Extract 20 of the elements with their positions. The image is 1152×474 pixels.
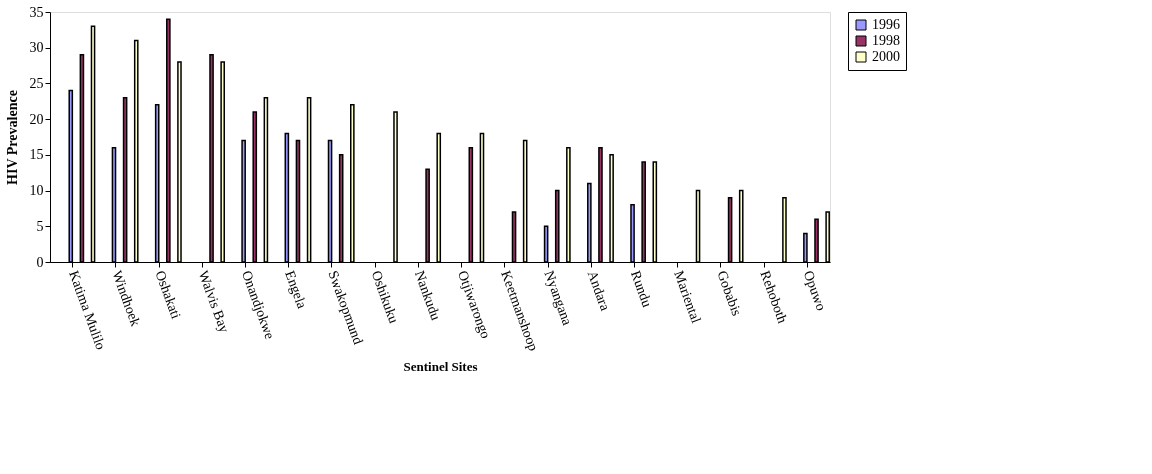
y-tick-label: 35 [29, 4, 44, 20]
y-tick-label: 15 [29, 147, 44, 163]
legend-label: 2000 [872, 49, 900, 64]
x-tick-label: Gobabis [714, 268, 745, 318]
x-tick-label: Katima Mulilo [66, 268, 109, 352]
x-axis-title: Sentinel Sites [403, 358, 478, 374]
y-tick-label: 30 [29, 40, 44, 56]
x-tick-label: Rundu [627, 268, 655, 309]
y-tick-label: 10 [29, 183, 44, 199]
legend-label: 1998 [872, 33, 900, 48]
x-tick-label: Walvis Bay [195, 268, 232, 335]
x-tick-label: Engela [282, 268, 310, 312]
x-tick-label: Opuwo [800, 268, 829, 313]
y-tick-label: 5 [36, 218, 44, 234]
y-tick-label: 20 [29, 111, 44, 127]
y-tick-label: 25 [29, 75, 44, 91]
x-tick-label: Andara [584, 268, 614, 314]
y-axis-title: HIV Prevalence [4, 90, 20, 185]
y-tick-label: 0 [36, 254, 44, 270]
legend-label: 1996 [872, 17, 900, 32]
